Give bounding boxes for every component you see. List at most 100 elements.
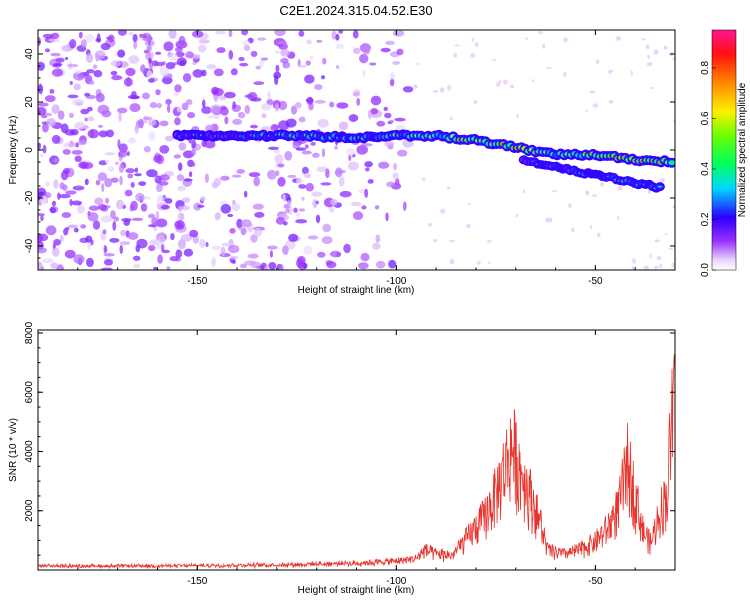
noise-blob	[385, 212, 389, 222]
noise-blob	[392, 30, 405, 37]
top-x-axis-label: Height of straight line (km)	[298, 285, 415, 296]
noise-blob	[173, 92, 180, 97]
noise-blob	[68, 143, 77, 147]
noise-blob	[42, 258, 54, 264]
noise-blob	[103, 253, 115, 257]
snr-frame	[37, 329, 676, 571]
x-tick-label: -150	[187, 276, 207, 287]
noise-blob	[277, 176, 286, 187]
noise-blob	[617, 215, 620, 220]
noise-blob	[199, 238, 206, 248]
noise-blob	[277, 163, 285, 168]
noise-blob	[267, 245, 278, 250]
noise-blob	[238, 56, 245, 62]
noise-blob	[84, 92, 91, 97]
noise-blob	[356, 98, 361, 106]
noise-blob	[610, 69, 614, 72]
noise-blob	[439, 87, 445, 93]
noise-blob	[231, 202, 241, 212]
noise-blob	[243, 190, 248, 198]
noise-blob	[125, 67, 136, 77]
noise-blob	[394, 117, 406, 122]
noise-blob	[38, 247, 47, 254]
snr-panel: -150 -100 -50 2000 4000 6000 8000 Height of s…	[8, 321, 676, 596]
noise-blob	[282, 245, 289, 255]
noise-blob	[128, 137, 136, 144]
noise-blob	[352, 30, 359, 39]
noise-blob	[166, 266, 171, 270]
noise-blob	[672, 204, 675, 209]
chart-title: C2E1.2024.315.04.52.E30	[279, 3, 432, 18]
noise-blob	[305, 60, 311, 66]
noise-blob	[69, 39, 77, 49]
noise-blob	[231, 174, 242, 178]
noise-blob	[128, 31, 135, 36]
noise-blob	[224, 91, 236, 99]
noise-blob	[321, 148, 326, 158]
noise-blob	[416, 62, 419, 65]
noise-blob	[153, 266, 158, 270]
noise-blob	[146, 45, 152, 52]
noise-blob	[146, 69, 153, 79]
noise-blob	[220, 106, 229, 116]
noise-blob	[538, 31, 543, 35]
noise-blob	[335, 44, 345, 49]
noise-blob	[49, 88, 55, 94]
noise-blob	[392, 61, 401, 65]
noise-blob	[672, 57, 675, 60]
spectrogram-ridge	[172, 129, 675, 193]
noise-blob	[164, 135, 175, 142]
noise-blob	[173, 154, 181, 159]
noise-blob	[304, 74, 315, 84]
noise-blob	[130, 200, 138, 211]
noise-blob	[510, 84, 515, 89]
noise-blob	[93, 70, 103, 78]
noise-blob	[362, 70, 366, 77]
noise-blob	[449, 258, 455, 265]
noise-blob	[117, 107, 128, 114]
noise-blob	[97, 204, 107, 211]
noise-blob	[182, 73, 192, 83]
noise-blob	[453, 52, 458, 58]
noise-blob	[134, 167, 139, 173]
y-tick-label: 8000	[24, 321, 35, 344]
noise-blob	[133, 263, 141, 269]
noise-blob	[317, 118, 329, 128]
noise-blob	[88, 205, 100, 211]
noise-blob	[446, 186, 451, 190]
noise-blob	[364, 188, 369, 198]
noise-blob	[568, 203, 572, 209]
noise-blob	[148, 57, 152, 64]
noise-blob	[311, 191, 323, 197]
noise-blob	[44, 95, 56, 103]
noise-blob	[104, 152, 116, 156]
noise-blob	[361, 205, 367, 210]
noise-blob	[663, 45, 668, 50]
noise-blob	[156, 102, 162, 109]
snr-series	[38, 353, 675, 570]
noise-blob	[180, 205, 191, 211]
noise-blob	[250, 97, 262, 102]
noise-blob	[317, 251, 326, 258]
noise-blob	[274, 30, 286, 37]
noise-blob	[389, 79, 395, 87]
noise-blob	[275, 216, 285, 225]
noise-blob	[229, 255, 239, 260]
noise-blob	[331, 30, 337, 40]
noise-blob	[111, 75, 123, 81]
noise-blob	[105, 129, 115, 138]
noise-blob	[147, 78, 155, 83]
noise-blob	[282, 194, 286, 203]
noise-blob	[198, 39, 210, 44]
noise-blob	[211, 245, 222, 251]
noise-blob	[228, 30, 233, 38]
noise-blob	[146, 169, 158, 178]
noise-blob	[386, 181, 396, 188]
noise-blob	[392, 162, 398, 171]
noise-blob	[274, 74, 279, 85]
noise-blob	[143, 146, 151, 153]
noise-blob	[646, 61, 653, 67]
noise-blob	[140, 203, 148, 212]
colorbar-tick-label: 0.6	[700, 111, 711, 125]
